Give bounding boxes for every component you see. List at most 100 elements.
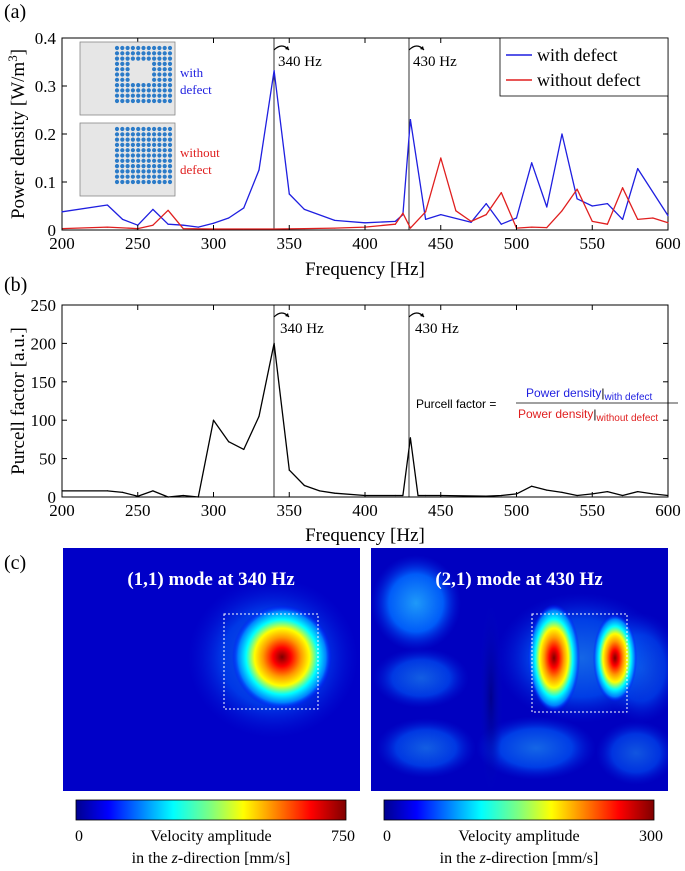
y-tick-label: 250 [31, 296, 57, 315]
marker-340-arrowhead-a [285, 46, 289, 50]
y-tick-label: 0.4 [35, 29, 57, 48]
colorbar-430-min: 0 [383, 828, 391, 845]
without-defect-point [546, 227, 548, 229]
lattice-dot [130, 126, 135, 132]
x-tick-label: 500 [504, 234, 530, 253]
inset-label-without: without [180, 145, 220, 160]
x-tick-label: 200 [49, 501, 75, 520]
purcell-factor-point [61, 490, 63, 492]
lattice-dot [120, 142, 125, 147]
lattice-dot [125, 83, 130, 88]
lattice-dot [167, 56, 173, 61]
lattice-dot [141, 153, 146, 158]
without-defect-point [167, 209, 169, 211]
lattice-dot [141, 132, 146, 137]
lattice-dot [130, 88, 135, 93]
inset-label-with: with [180, 65, 204, 80]
y-tick-label: 0.2 [35, 125, 56, 144]
lattice-dot [152, 137, 157, 142]
lattice-dot [157, 61, 162, 66]
lattice-dot [125, 132, 130, 137]
with-defect-point [303, 208, 305, 210]
lattice-dot [157, 51, 162, 56]
lattice-dot [162, 137, 167, 142]
lattice-dot [114, 88, 120, 93]
lattice-dot [157, 93, 162, 98]
lattice-dot [157, 72, 162, 77]
map-340-title: (1,1) mode at 340 Hz [127, 569, 295, 590]
purcell-factor-point [637, 491, 639, 493]
purcell-factor-point [531, 485, 533, 487]
lattice-dot [136, 137, 141, 142]
without-defect-point [106, 226, 109, 228]
panel-label-b: (b) [4, 274, 27, 296]
lattice-dot [130, 153, 135, 158]
lattice-dot [114, 72, 120, 77]
lattice-dot [152, 142, 157, 147]
lattice-dot [120, 169, 125, 174]
lattice-dot [146, 56, 151, 61]
with-defect-point [167, 223, 169, 225]
purcell-factor-point [425, 494, 427, 497]
without-defect-point [409, 227, 412, 229]
lattice-dot [120, 179, 125, 185]
x-tick-label: 300 [201, 234, 227, 253]
lattice-dot [114, 126, 120, 132]
lattice-dot [167, 169, 173, 174]
map-430-title: (2,1) mode at 430 Hz [435, 569, 603, 590]
lattice-dot [157, 164, 162, 169]
with-defect-point [440, 214, 442, 216]
y-tick-label: 0.3 [35, 77, 56, 96]
lattice-dot [130, 98, 135, 104]
purcell-factor-point [122, 491, 124, 493]
x-tick-label: 250 [125, 501, 151, 520]
marker-340-label-b: 340 Hz [280, 321, 324, 337]
chart-b-ylabel: Purcell factor [a.u.] [8, 327, 29, 475]
chart-a: 340 Hz 430 Hz 200 250 300 350 400 450 500 550 60… [5, 29, 681, 280]
without-defect-point [591, 220, 593, 222]
with-defect-point [122, 218, 124, 221]
without-defect-point [470, 220, 472, 222]
without-defect-point [561, 210, 563, 212]
lattice-dot [136, 126, 141, 132]
without-defect-point [425, 211, 427, 213]
with-defect-point [197, 226, 199, 228]
y-tick-label: 150 [31, 373, 57, 392]
lattice-dot [141, 45, 146, 51]
lattice-dot [136, 148, 141, 153]
with-defect-point [334, 219, 336, 221]
lattice-dot [162, 45, 167, 51]
lattice-dot [162, 126, 167, 132]
lattice-dot [141, 148, 146, 153]
x-tick-label: 250 [125, 234, 151, 253]
purcell-factor-point [197, 496, 199, 498]
lattice-dot [162, 72, 167, 77]
lattice-dot [152, 169, 157, 174]
lattice-dot [125, 67, 130, 72]
map-430-lobe-left [373, 648, 469, 708]
lattice-dot [162, 179, 167, 185]
lattice-dot [136, 174, 141, 179]
lattice-dot [130, 148, 135, 153]
lattice-dot [152, 83, 157, 88]
lattice-dot [136, 158, 141, 163]
lattice-dot [167, 98, 173, 104]
chart-a-xlabel: Frequency [Hz] [305, 259, 425, 280]
purcell-factor-point [288, 469, 290, 471]
lattice-dot [162, 169, 167, 174]
lattice-dot [167, 132, 173, 137]
lattice-dot [146, 158, 151, 163]
lattice-dot [162, 61, 167, 66]
with-defect-point [288, 193, 290, 195]
y-tick-label: 0 [48, 488, 57, 507]
lattice-dot [152, 67, 157, 72]
purcell-factor-point [258, 415, 260, 417]
with-defect-point [106, 204, 109, 206]
x-tick-label: 550 [580, 234, 606, 253]
lattice-dot [152, 179, 157, 185]
lattice-dot [114, 51, 120, 56]
chart-a-ylabel-end: ] [8, 49, 29, 55]
lattice-dot [152, 45, 157, 51]
purcell-factor-point [167, 496, 169, 498]
purcell-factor-point [228, 441, 230, 443]
